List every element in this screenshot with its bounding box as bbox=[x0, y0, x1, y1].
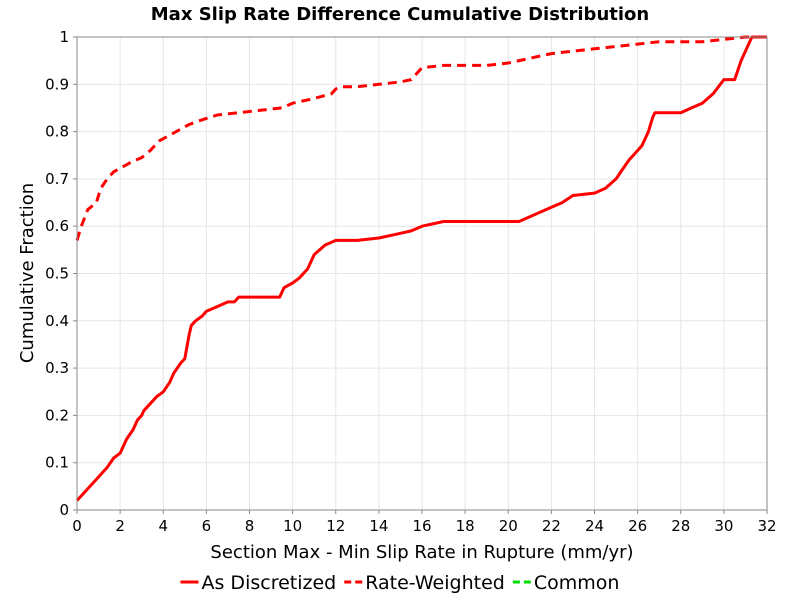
x-tick-label: 28 bbox=[671, 517, 690, 535]
x-tick-label: 6 bbox=[202, 517, 212, 535]
series-line-rate-weighted bbox=[75, 35, 767, 241]
x-tick-label: 4 bbox=[158, 517, 168, 535]
y-tick-label: 0.8 bbox=[45, 123, 69, 141]
y-tick-label: 0.1 bbox=[45, 454, 69, 472]
y-tick-label: 1 bbox=[59, 28, 69, 46]
y-tick-label: 0.6 bbox=[45, 217, 69, 235]
y-tick-label: 0.9 bbox=[45, 75, 69, 93]
x-axis-ticks: 0 2 4 6 8 10 12 14 16 18 20 22 24 26 28 30 32 bbox=[72, 510, 777, 535]
x-tick-label: 26 bbox=[628, 517, 647, 535]
x-tick-label: 20 bbox=[499, 517, 518, 535]
legend: As Discretized Rate-Weighted Common bbox=[180, 572, 620, 594]
y-tick-label: 0.4 bbox=[45, 312, 69, 330]
x-tick-label: 24 bbox=[585, 517, 604, 535]
y-tick-label: 0 bbox=[59, 501, 69, 519]
y-tick-label: 0.5 bbox=[45, 265, 69, 283]
y-axis-label: Cumulative Fraction bbox=[17, 183, 38, 363]
y-tick-label: 0.2 bbox=[45, 406, 69, 424]
x-tick-label: 30 bbox=[714, 517, 733, 535]
legend-entry-label: Common bbox=[534, 572, 620, 594]
x-tick-label: 16 bbox=[412, 517, 431, 535]
y-tick-label: 0.7 bbox=[45, 170, 69, 188]
x-tick-label: 2 bbox=[115, 517, 125, 535]
chart-title: Max Slip Rate Difference Cumulative Dist… bbox=[151, 4, 649, 25]
x-axis-label: Section Max - Min Slip Rate in Rupture (… bbox=[210, 542, 633, 563]
x-tick-label: 0 bbox=[72, 517, 82, 535]
x-tick-label: 8 bbox=[245, 517, 255, 535]
legend-entry-label: As Discretized bbox=[202, 572, 337, 594]
x-tick-label: 12 bbox=[326, 517, 345, 535]
x-tick-label: 14 bbox=[369, 517, 388, 535]
x-tick-label: 22 bbox=[542, 517, 561, 535]
x-tick-label: 32 bbox=[757, 517, 776, 535]
series-lines bbox=[75, 35, 767, 502]
y-tick-label: 0.3 bbox=[45, 359, 69, 377]
y-axis-ticks: 0 0.1 0.2 0.3 0.4 0.5 0.6 0.7 0.8 0.9 1 bbox=[45, 28, 77, 519]
series-line-as-discretized bbox=[75, 35, 767, 502]
x-tick-label: 10 bbox=[283, 517, 302, 535]
x-tick-label: 18 bbox=[456, 517, 475, 535]
legend-entry-label: Rate-Weighted bbox=[365, 572, 505, 594]
